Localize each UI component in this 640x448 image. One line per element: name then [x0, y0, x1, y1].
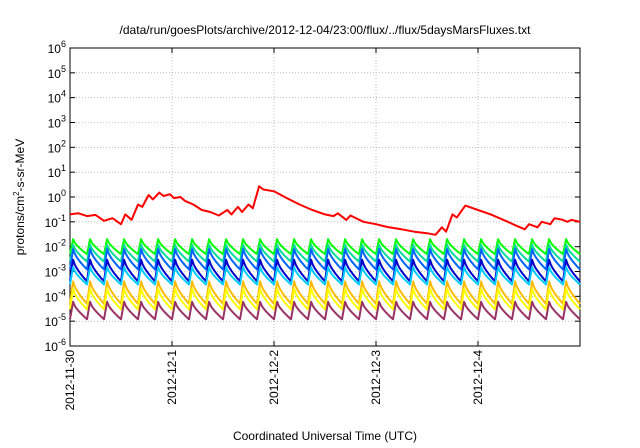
y-tick-label-exp: -5 — [58, 312, 66, 322]
y-tick-label: 106 — [48, 39, 66, 56]
y-axis-label-sup: 2 — [12, 191, 21, 196]
y-tick-label-base: 10 — [48, 92, 62, 106]
y-tick-label: 102 — [48, 138, 66, 155]
y-tick-label-base: 10 — [45, 315, 59, 329]
y-tick-label-base: 10 — [48, 117, 62, 131]
flux-series-line — [69, 248, 581, 271]
series-group — [69, 185, 581, 321]
y-tick-label-base: 10 — [45, 290, 59, 304]
y-tick-label-exp: 4 — [61, 89, 66, 99]
y-tick-label-exp: 3 — [61, 114, 66, 124]
x-tick-label: 2012-12-1 — [165, 350, 179, 405]
y-tick-label: 103 — [48, 114, 66, 131]
flux-series-line — [69, 243, 581, 263]
flux-series-line — [69, 287, 581, 311]
x-axis-label: Coordinated Universal Time (UTC) — [233, 429, 417, 443]
y-tick-label-base: 10 — [48, 191, 62, 205]
y-tick-label-exp: -4 — [58, 287, 66, 297]
x-tick-label: 2012-11-30 — [63, 350, 77, 411]
y-tick-label: 10-2 — [45, 238, 66, 255]
y-tick-label: 101 — [48, 163, 66, 180]
y-tick-label: 10-3 — [45, 263, 66, 280]
y-tick-label: 104 — [48, 89, 66, 106]
x-tick-label: 2012-12-3 — [369, 350, 383, 405]
grid-lines — [70, 48, 580, 346]
y-tick-label-exp: -3 — [58, 263, 66, 273]
y-tick-label-base: 10 — [48, 141, 62, 155]
y-tick-label-exp: 2 — [61, 138, 66, 148]
x-tick-label: 2012-12-4 — [471, 350, 485, 405]
y-axis-label-rest: -s-sr-MeV — [13, 139, 27, 192]
y-tick-label-base: 10 — [45, 241, 59, 255]
y-tick-label-exp: 6 — [61, 39, 66, 49]
y-tick-label: 10-1 — [45, 213, 66, 230]
flux-series-line — [69, 266, 581, 286]
y-tick-label-base: 10 — [48, 67, 62, 81]
y-tick-label-exp: -1 — [58, 213, 66, 223]
y-tick-label-base: 10 — [45, 266, 59, 280]
x-tick-label: 2012-12-2 — [267, 350, 281, 405]
flux-series-line — [69, 300, 581, 321]
y-tick-label-base: 10 — [48, 42, 62, 56]
flux-series-line — [69, 238, 581, 256]
flux-series-line-high-energy — [69, 185, 581, 236]
y-tick-label: 10-6 — [45, 337, 66, 354]
y-axis-label-base: protons/cm — [13, 196, 27, 255]
chart-title: /data/run/goesPlots/archive/2012-12-04/2… — [120, 23, 532, 37]
y-tick-label: 105 — [48, 64, 66, 81]
y-tick-label-exp: 5 — [61, 64, 66, 74]
x-axis-ticks: 2012-11-30 2012-12-1 2012-12-2 2012-12-3 201… — [63, 48, 485, 411]
y-tick-label: 10-5 — [45, 312, 66, 329]
y-tick-label: 10-4 — [45, 287, 66, 304]
y-axis-ticks: 10-610-510-410-310-210-11001011021031041… — [45, 39, 580, 354]
y-tick-label-exp: -6 — [58, 337, 66, 347]
y-tick-label-exp: 0 — [61, 188, 66, 198]
y-axis-label: protons/cm2-s-sr-MeV — [12, 139, 27, 255]
y-tick-label: 100 — [48, 188, 66, 205]
y-tick-label-base: 10 — [48, 166, 62, 180]
y-tick-label-base: 10 — [45, 340, 59, 354]
y-tick-label-base: 10 — [45, 216, 59, 230]
y-tick-label-exp: -2 — [58, 238, 66, 248]
y-tick-label-exp: 1 — [61, 163, 66, 173]
